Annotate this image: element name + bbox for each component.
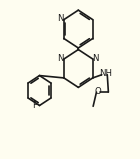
Text: N: N [58,14,64,23]
Text: NH: NH [99,69,112,78]
Text: N: N [93,54,99,63]
Text: F: F [33,101,38,110]
Text: O: O [95,87,102,96]
Text: N: N [58,54,64,63]
